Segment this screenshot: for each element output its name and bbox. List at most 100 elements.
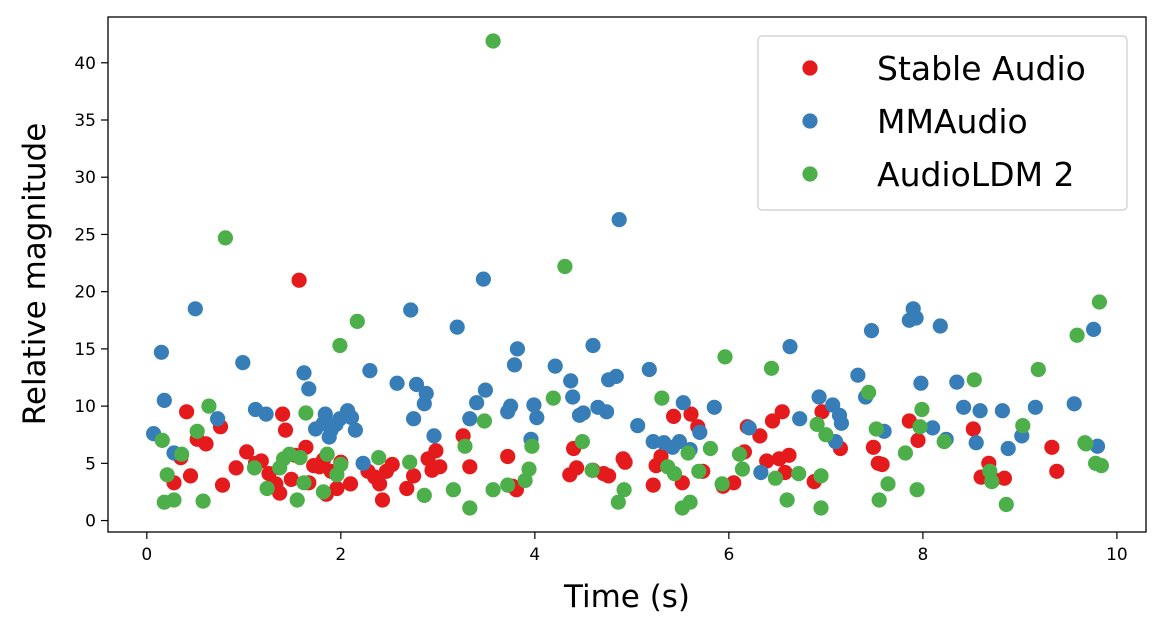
- data-point: [406, 468, 422, 484]
- data-point: [198, 436, 214, 452]
- data-point: [329, 480, 345, 497]
- data-point: [809, 416, 825, 432]
- data-point: [408, 376, 425, 392]
- data-point: [908, 310, 924, 326]
- data-point: [996, 470, 1013, 486]
- y-axis-label: Relative magnitude: [17, 123, 53, 426]
- data-point: [195, 493, 211, 509]
- x-tick-label: 2: [335, 545, 346, 565]
- data-point: [462, 500, 478, 516]
- data-point: [871, 492, 887, 508]
- data-point: [616, 482, 632, 498]
- series-audioldm-2: [154, 33, 1109, 516]
- data-point: [319, 446, 335, 462]
- data-point: [731, 446, 748, 462]
- data-point: [763, 360, 780, 376]
- data-point: [406, 411, 422, 427]
- data-point: [913, 375, 929, 391]
- data-point: [575, 405, 591, 421]
- data-point: [210, 411, 226, 427]
- data-point: [932, 318, 948, 334]
- legend: Stable Audio MMAudio AudioLDM 2: [757, 35, 1128, 211]
- data-point: [764, 413, 781, 429]
- data-point: [259, 480, 275, 497]
- data-point: [374, 492, 391, 508]
- y-tick-label: 25: [74, 225, 96, 245]
- data-point: [159, 467, 175, 483]
- data-point: [547, 358, 563, 374]
- data-point: [239, 444, 255, 460]
- legend-marker: [802, 113, 818, 129]
- data-point: [861, 384, 877, 400]
- data-point: [416, 487, 432, 503]
- data-point: [691, 463, 707, 479]
- data-point: [666, 466, 683, 482]
- data-point: [545, 390, 561, 406]
- data-point: [910, 432, 926, 448]
- x-tick-label: 0: [141, 545, 152, 565]
- x-tick-label: 10: [1106, 545, 1128, 565]
- data-point: [630, 418, 646, 434]
- data-point: [428, 443, 444, 459]
- data-point: [292, 450, 308, 466]
- data-point: [154, 432, 170, 448]
- x-tick-label: 8: [917, 545, 928, 565]
- y-tick-label: 30: [74, 168, 96, 188]
- data-point: [277, 422, 294, 438]
- data-point: [153, 344, 169, 360]
- data-point: [174, 446, 190, 462]
- series-mmaudio: [146, 212, 1106, 481]
- data-point: [833, 415, 850, 431]
- data-point: [418, 385, 434, 402]
- data-point: [500, 477, 516, 493]
- data-point: [692, 424, 708, 440]
- data-point: [214, 477, 231, 493]
- data-point: [585, 337, 601, 354]
- legend-marker: [802, 60, 818, 76]
- data-point: [432, 459, 448, 475]
- data-point: [1093, 458, 1109, 474]
- data-point: [389, 375, 405, 391]
- data-point: [469, 395, 485, 411]
- data-point: [296, 475, 312, 491]
- data-point: [189, 423, 205, 439]
- data-point: [868, 421, 884, 437]
- y-tick-label: 20: [74, 283, 96, 303]
- data-point: [759, 453, 775, 469]
- data-point: [1000, 440, 1016, 457]
- data-point: [296, 365, 312, 381]
- legend-box: [757, 35, 1128, 211]
- data-point: [850, 367, 866, 383]
- y-tick-label: 5: [85, 454, 96, 474]
- data-point: [734, 461, 751, 477]
- data-point: [654, 390, 670, 406]
- data-point: [897, 445, 914, 461]
- data-point: [298, 405, 314, 421]
- y-tick-label: 15: [74, 340, 96, 360]
- data-point: [246, 460, 263, 476]
- data-point: [909, 482, 925, 498]
- data-point: [526, 397, 542, 413]
- data-point: [1086, 321, 1102, 337]
- data-point: [332, 337, 348, 354]
- data-point: [956, 399, 972, 415]
- data-point: [457, 438, 473, 454]
- data-point: [865, 439, 882, 455]
- data-point: [503, 398, 519, 414]
- data-point: [966, 372, 982, 388]
- data-point: [610, 494, 626, 510]
- data-point: [984, 474, 1000, 490]
- x-tick-label: 6: [723, 545, 734, 565]
- data-point: [968, 435, 984, 451]
- data-point: [500, 448, 516, 465]
- data-point: [791, 466, 807, 482]
- data-point: [187, 301, 203, 317]
- data-point: [426, 428, 442, 444]
- series-stable-audio: [166, 272, 1065, 508]
- data-point: [912, 419, 928, 435]
- data-point: [275, 406, 291, 422]
- data-point: [517, 472, 533, 489]
- data-point: [449, 319, 465, 335]
- data-point: [477, 382, 493, 398]
